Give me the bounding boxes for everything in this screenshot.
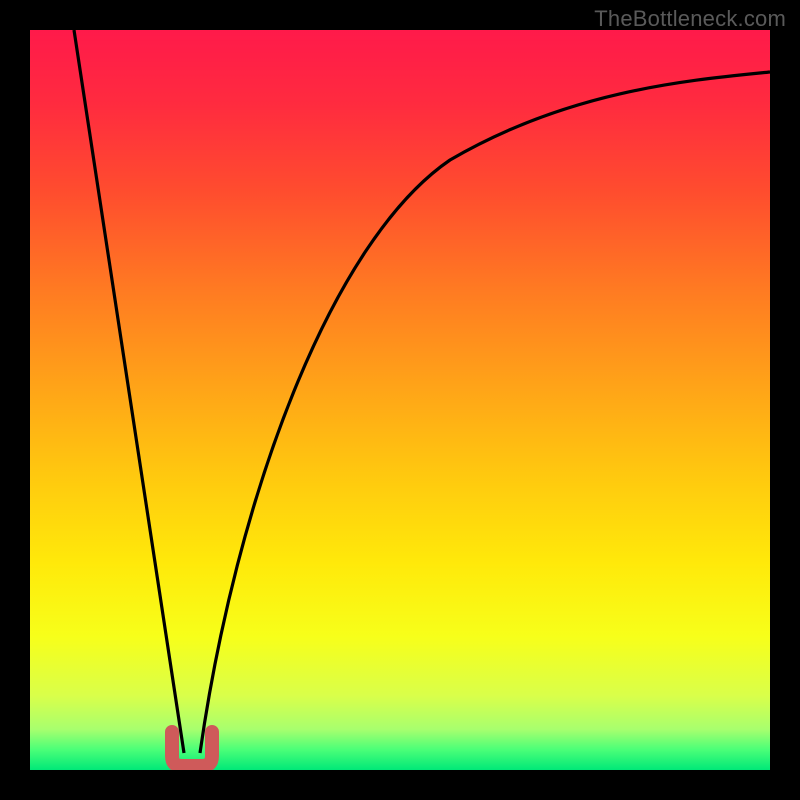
plot-area	[30, 30, 770, 770]
curves	[30, 30, 770, 770]
watermark-text: TheBottleneck.com	[594, 6, 786, 32]
right-curve	[200, 72, 770, 753]
left-curve	[74, 30, 184, 753]
chart-frame: TheBottleneck.com	[0, 0, 800, 800]
minimum-marker	[172, 732, 212, 766]
